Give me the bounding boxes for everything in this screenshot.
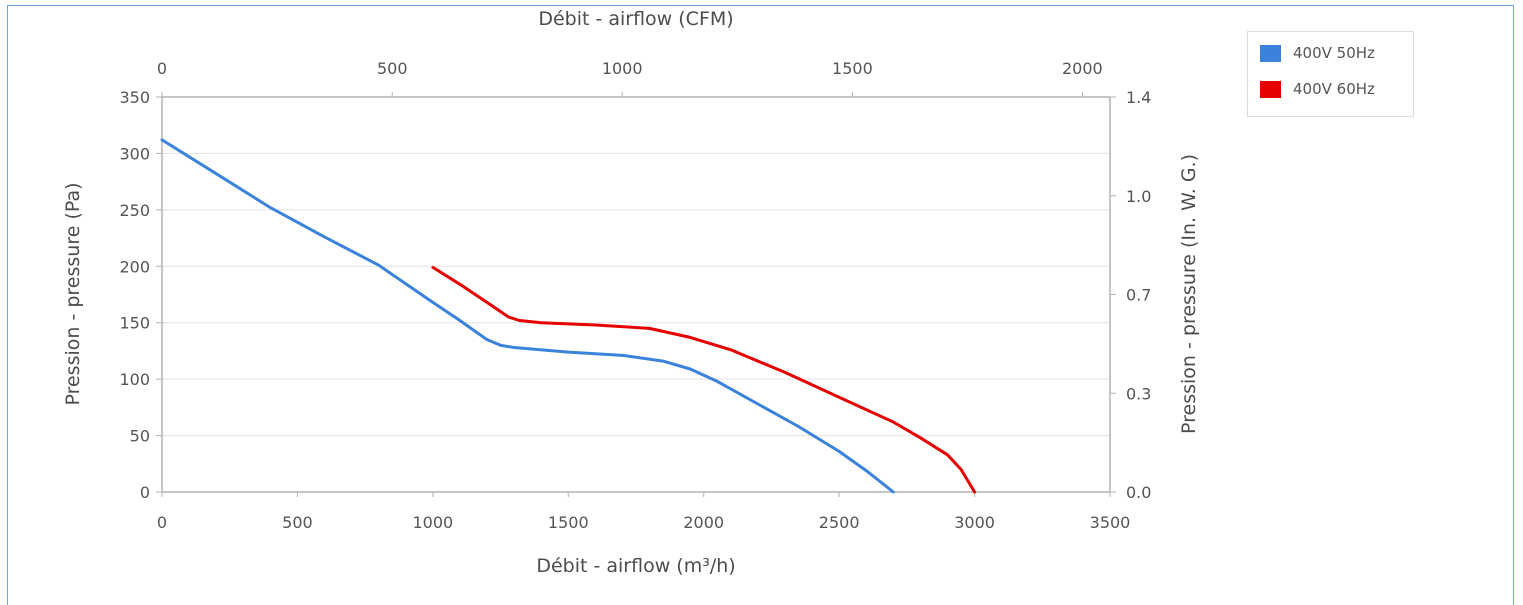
series-line-1 xyxy=(431,265,977,494)
legend-item-50hz[interactable]: 400V 50Hz xyxy=(1260,42,1375,64)
x-top-tick-label: 2000 xyxy=(1062,59,1103,78)
legend: 400V 50Hz 400V 60Hz xyxy=(1247,31,1414,117)
y-tick-label: 150 xyxy=(119,314,150,333)
chart-frame xyxy=(7,5,1514,605)
y-tick-label: 50 xyxy=(130,427,150,446)
x-tick-label: 500 xyxy=(282,513,313,532)
x-top-tick-label: 0 xyxy=(157,59,167,78)
legend-swatch-50hz xyxy=(1260,44,1281,62)
x-tick-label: 3500 xyxy=(1090,513,1131,532)
x-axis-title: Débit - airflow (m³/h) xyxy=(536,555,735,577)
x-axis-top-title: Débit - airflow (CFM) xyxy=(538,8,733,30)
y-tick-label: 300 xyxy=(119,144,150,163)
y-right-tick-label: 0.7 xyxy=(1126,286,1151,305)
legend-label-60hz: 400V 60Hz xyxy=(1293,80,1375,98)
x-tick-label: 0 xyxy=(157,513,167,532)
x-tick-label: 2500 xyxy=(819,513,860,532)
y-tick-label: 200 xyxy=(119,257,150,276)
x-tick-label: 3000 xyxy=(954,513,995,532)
y-right-tick-label: 1.4 xyxy=(1126,88,1151,107)
series-lines xyxy=(160,138,977,494)
y-tick-label: 250 xyxy=(119,201,150,220)
y-right-tick-label: 0.3 xyxy=(1126,384,1151,403)
y-tick-label: 0 xyxy=(140,483,150,502)
x-tick-label: 1000 xyxy=(412,513,453,532)
series-line-0 xyxy=(160,138,895,494)
y-tick-label: 100 xyxy=(119,370,150,389)
y-tick-label: 350 xyxy=(119,88,150,107)
legend-item-60hz[interactable]: 400V 60Hz xyxy=(1260,78,1375,100)
x-top-tick-label: 500 xyxy=(377,59,408,78)
x-tick-label: 1500 xyxy=(548,513,589,532)
axes xyxy=(156,92,1116,497)
y-right-tick-label: 1.0 xyxy=(1126,187,1151,206)
x-top-tick-label: 1000 xyxy=(602,59,643,78)
y-right-tick-label: 0.0 xyxy=(1126,483,1151,502)
grid xyxy=(162,96,1110,437)
legend-swatch-60hz xyxy=(1260,80,1281,98)
legend-label-50hz: 400V 50Hz xyxy=(1293,44,1375,62)
x-top-tick-label: 1500 xyxy=(832,59,873,78)
x-tick-label: 2000 xyxy=(683,513,724,532)
y-axis-right-title: Pression - pressure (In. W. G.) xyxy=(1178,154,1200,434)
y-axis-title: Pression - pressure (Pa) xyxy=(62,182,84,405)
